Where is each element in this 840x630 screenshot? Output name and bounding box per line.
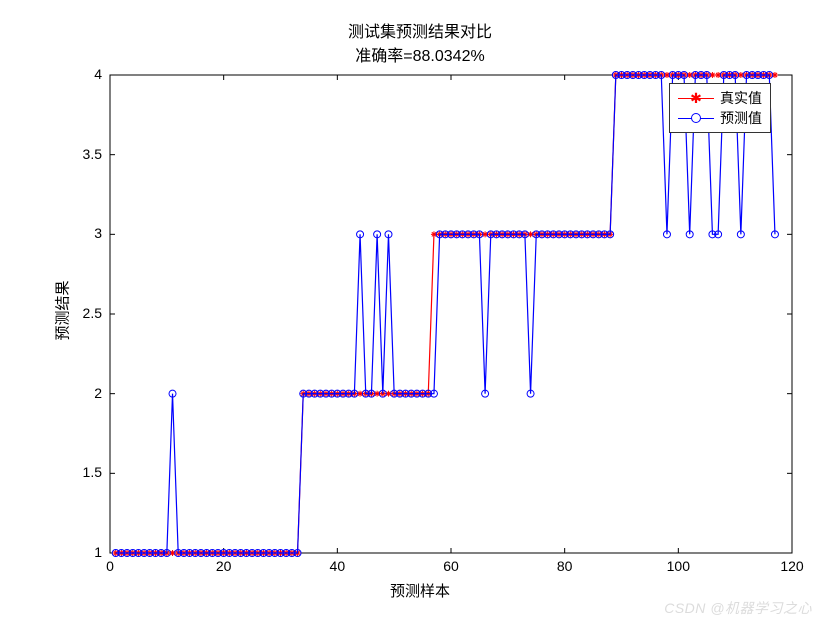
chart-title: 测试集预测结果对比 xyxy=(0,18,840,42)
legend-label-pred: 预测值 xyxy=(720,108,762,128)
y-tick: 3.5 xyxy=(83,146,102,162)
legend-item-pred: 预测值 xyxy=(678,108,762,128)
chart-subtitle: 准确率=88.0342% xyxy=(0,42,840,66)
legend: ✱ 真实值 预测值 xyxy=(669,83,771,133)
x-tick: 100 xyxy=(663,558,693,574)
x-tick: 120 xyxy=(777,558,807,574)
watermark-text: CSDN @机器学习之心 xyxy=(664,598,812,618)
x-tick: 40 xyxy=(322,558,352,574)
x-tick: 0 xyxy=(95,558,125,574)
x-tick: 20 xyxy=(209,558,239,574)
legend-item-true: ✱ 真实值 xyxy=(678,88,762,108)
legend-label-true: 真实值 xyxy=(720,88,762,108)
y-tick: 1 xyxy=(94,544,102,560)
y-tick: 3 xyxy=(94,225,102,241)
y-axis-label: 预测结果 xyxy=(52,261,73,361)
y-tick: 4 xyxy=(94,66,102,82)
circle-marker-icon xyxy=(691,113,701,123)
x-tick: 80 xyxy=(550,558,580,574)
y-tick: 1.5 xyxy=(83,464,102,480)
x-tick: 60 xyxy=(436,558,466,574)
y-tick: 2.5 xyxy=(83,305,102,321)
y-tick: 2 xyxy=(94,385,102,401)
